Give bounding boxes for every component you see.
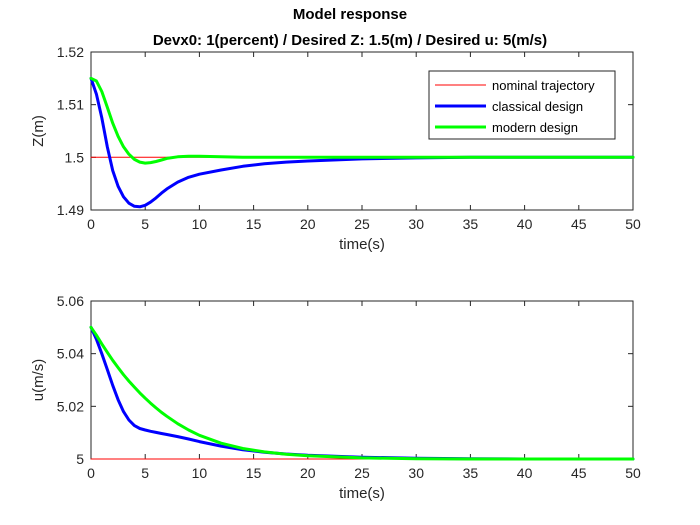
bottom-xtick-label: 35 xyxy=(463,465,479,481)
bottom-ytick-label: 5.04 xyxy=(57,346,84,362)
top-xtick-label: 5 xyxy=(141,216,149,232)
bottom-xtick-label: 5 xyxy=(141,465,149,481)
top-ytick-label: 1.49 xyxy=(57,202,84,218)
bottom-ylabel: u(m/s) xyxy=(30,359,47,402)
legend-label-classical: classical design xyxy=(492,99,583,114)
bottom-xtick-label: 10 xyxy=(192,465,208,481)
bottom-xtick-label: 45 xyxy=(571,465,587,481)
top-xlabel: time(s) xyxy=(339,236,385,253)
bottom-xtick-label: 20 xyxy=(300,465,316,481)
top-xtick-label: 0 xyxy=(87,216,95,232)
legend-label-nominal: nominal trajectory xyxy=(492,78,595,93)
top-xtick-label: 10 xyxy=(192,216,208,232)
bottom-xtick-label: 25 xyxy=(354,465,370,481)
bottom-ytick-label: 5.06 xyxy=(57,293,84,309)
top-xtick-label: 45 xyxy=(571,216,587,232)
top-xtick-label: 20 xyxy=(300,216,316,232)
bottom-ytick-label: 5 xyxy=(76,451,84,467)
top-ytick-label: 1.5 xyxy=(65,149,85,165)
top-xtick-label: 15 xyxy=(246,216,262,232)
top-xtick-label: 35 xyxy=(463,216,479,232)
bottom-modern-line xyxy=(89,325,635,461)
top-xtick-label: 40 xyxy=(517,216,533,232)
figure-subtitle: Devx0: 1(percent) / Desired Z: 1.5(m) / … xyxy=(152,32,548,49)
top-ytick-label: 1.51 xyxy=(57,97,84,113)
top-ytick-label: 1.52 xyxy=(57,44,84,60)
bottom-xtick-label: 15 xyxy=(246,465,262,481)
bottom-xtick-label: 30 xyxy=(408,465,424,481)
bottom-xlabel: time(s) xyxy=(339,485,385,502)
top-xtick-label: 50 xyxy=(625,216,641,232)
top-xtick-label: 25 xyxy=(354,216,370,232)
figure-title: Model response xyxy=(292,6,408,23)
bottom-plot-area xyxy=(90,300,634,460)
bottom-xtick-label: 40 xyxy=(517,465,533,481)
top-ylabel: Z(m) xyxy=(30,115,47,147)
top-xtick-label: 30 xyxy=(408,216,424,232)
bottom-ytick-label: 5.02 xyxy=(57,398,84,414)
bottom-xtick-label: 50 xyxy=(625,465,641,481)
top-modern-line xyxy=(89,76,635,165)
bottom-xtick-label: 0 xyxy=(87,465,95,481)
legend-label-modern: modern design xyxy=(492,120,578,135)
